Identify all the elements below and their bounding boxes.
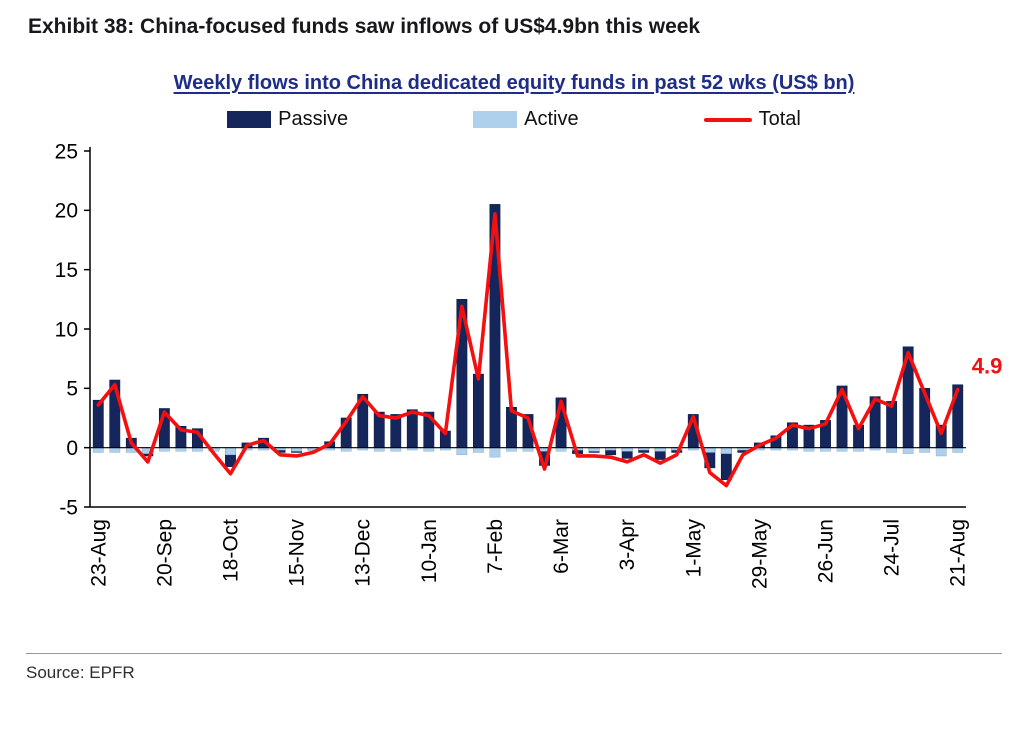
- weekly-flows-chart-svg: -5 0 5 10 15 20 25 23-Aug 20-Sep 18-Oct 15-Nov 13-D…: [55, 140, 1003, 590]
- active-bar: [704, 447, 716, 453]
- x-axis-label: 20-Sep: [153, 519, 176, 587]
- x-axis-label: 26-Jun: [815, 519, 838, 583]
- passive-bar: [406, 409, 418, 448]
- legend-item-active: Active: [473, 108, 579, 131]
- y-axis-label: -5: [59, 496, 78, 519]
- x-axis-label: 1-May: [682, 519, 705, 578]
- source-note: Source: EPFR: [26, 663, 135, 682]
- passive-bar: [92, 399, 104, 448]
- x-axis-label: 21-Aug: [947, 519, 970, 587]
- x-axis-label: 6-Mar: [550, 519, 573, 574]
- passive-bar: [472, 373, 484, 448]
- y-axis-label: 20: [55, 200, 78, 223]
- active-bar: [952, 447, 964, 453]
- legend-label-active: Active: [524, 108, 579, 130]
- x-axis-label: 15-Nov: [286, 519, 309, 587]
- footer-divider: [26, 653, 1002, 654]
- exhibit-title: Exhibit 38: China-focused funds saw infl…: [28, 15, 701, 38]
- x-axis-label: 18-Oct: [219, 519, 242, 582]
- active-bar: [886, 447, 897, 453]
- active-bar: [935, 447, 947, 457]
- y-axis-label: 5: [66, 378, 78, 401]
- active-legend-swatch: [473, 111, 518, 128]
- x-axis-label: 13-Dec: [352, 519, 375, 587]
- x-axis-label: 24-Jul: [881, 519, 904, 576]
- y-axis-label: 15: [55, 259, 78, 282]
- active-bar: [919, 447, 931, 453]
- active-bar: [720, 447, 732, 454]
- chart-legend: Passive Active Total: [26, 108, 1002, 131]
- y-axis-label: 0: [66, 437, 78, 460]
- legend-item-passive: Passive: [227, 108, 348, 131]
- legend-item-total: Total: [703, 108, 801, 131]
- y-axis-label: 10: [55, 318, 78, 341]
- active-bar: [109, 447, 121, 453]
- active-bar: [456, 447, 468, 456]
- passive-legend-swatch: [227, 111, 272, 128]
- x-axis-label: 3-Apr: [616, 519, 639, 570]
- chart-block: Weekly flows into China dedicated equity…: [26, 72, 1003, 647]
- active-bar: [225, 447, 236, 456]
- total-line: [96, 212, 960, 488]
- total-legend-line-swatch: [703, 117, 752, 122]
- passive-bar: [886, 401, 898, 448]
- active-bar: [92, 447, 104, 453]
- chart-title: Weekly flows into China dedicated equity…: [173, 72, 855, 94]
- x-axis-label: 29-May: [748, 519, 771, 590]
- latest-value-annotation: 4.9: [972, 354, 1003, 379]
- active-bar: [489, 447, 501, 458]
- x-axis-label: 23-Aug: [87, 519, 110, 587]
- x-axis-label: 10-Jan: [418, 519, 441, 583]
- legend-label-passive: Passive: [278, 108, 349, 130]
- legend-label-total: Total: [758, 108, 801, 130]
- active-bar: [902, 447, 914, 454]
- active-bar: [473, 447, 484, 453]
- y-axis-label: 25: [55, 140, 78, 163]
- x-axis-label: 7-Feb: [484, 519, 507, 574]
